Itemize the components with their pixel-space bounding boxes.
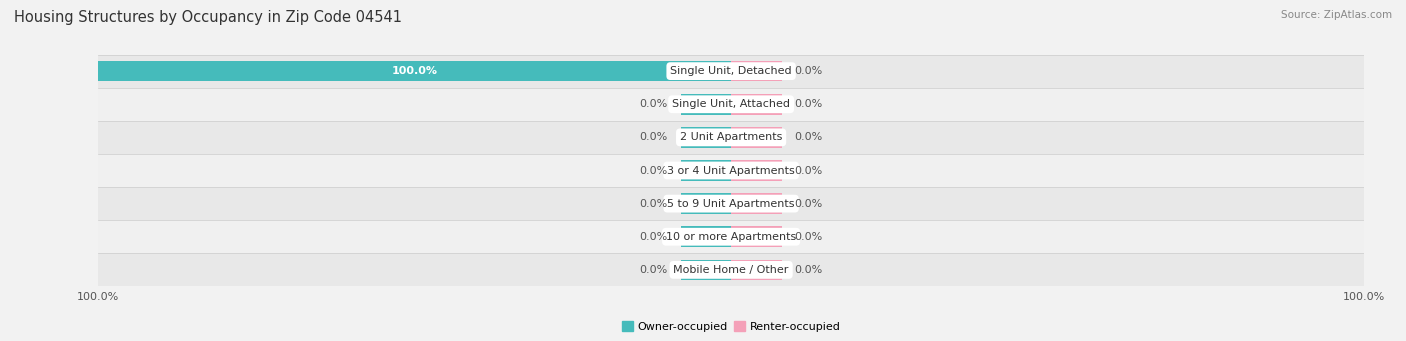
Text: 100.0%: 100.0% (392, 66, 437, 76)
Text: 0.0%: 0.0% (794, 198, 823, 209)
Text: 0.0%: 0.0% (640, 232, 668, 242)
Bar (98, 121, 1364, 154)
Bar (681, 160, 731, 181)
Bar (731, 226, 782, 247)
Bar (731, 160, 782, 181)
Text: 0.0%: 0.0% (640, 99, 668, 109)
Bar (98, 154, 1364, 187)
Bar (681, 226, 731, 247)
Text: 0.0%: 0.0% (794, 132, 823, 143)
Text: Mobile Home / Other: Mobile Home / Other (673, 265, 789, 275)
Bar (98, 187, 1364, 220)
Legend: Owner-occupied, Renter-occupied: Owner-occupied, Renter-occupied (621, 322, 841, 332)
Text: 0.0%: 0.0% (640, 265, 668, 275)
Bar (681, 260, 731, 280)
Text: 0.0%: 0.0% (794, 66, 823, 76)
Bar (731, 193, 782, 214)
Text: 2 Unit Apartments: 2 Unit Apartments (681, 132, 782, 143)
Text: 0.0%: 0.0% (794, 265, 823, 275)
Bar (98, 55, 1364, 88)
Bar (731, 127, 782, 148)
Bar (681, 94, 731, 115)
Text: Housing Structures by Occupancy in Zip Code 04541: Housing Structures by Occupancy in Zip C… (14, 10, 402, 25)
Bar (731, 61, 782, 81)
Bar (98, 88, 1364, 121)
Bar (681, 127, 731, 148)
Bar (681, 193, 731, 214)
Bar (98, 61, 731, 81)
Text: 0.0%: 0.0% (794, 232, 823, 242)
Text: Source: ZipAtlas.com: Source: ZipAtlas.com (1281, 10, 1392, 20)
Bar (731, 94, 782, 115)
Text: Single Unit, Detached: Single Unit, Detached (671, 66, 792, 76)
Text: 0.0%: 0.0% (794, 165, 823, 176)
Text: 10 or more Apartments: 10 or more Apartments (666, 232, 796, 242)
Bar (731, 260, 782, 280)
Text: 0.0%: 0.0% (640, 165, 668, 176)
Text: 0.0%: 0.0% (794, 99, 823, 109)
Text: 3 or 4 Unit Apartments: 3 or 4 Unit Apartments (668, 165, 794, 176)
Bar (98, 220, 1364, 253)
Text: 5 to 9 Unit Apartments: 5 to 9 Unit Apartments (668, 198, 794, 209)
Text: Single Unit, Attached: Single Unit, Attached (672, 99, 790, 109)
Text: 0.0%: 0.0% (640, 132, 668, 143)
Text: 0.0%: 0.0% (640, 198, 668, 209)
Bar (98, 253, 1364, 286)
